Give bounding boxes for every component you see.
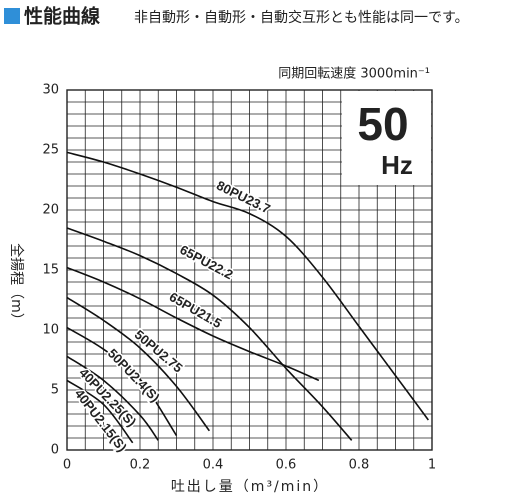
frequency-box bbox=[342, 91, 431, 185]
curve bbox=[66, 296, 210, 432]
y-tick-label: 0 bbox=[51, 443, 59, 458]
x-tick-label: 0.8 bbox=[349, 458, 370, 473]
y-tick-label: 30 bbox=[42, 83, 59, 98]
curve bbox=[66, 379, 134, 444]
curve bbox=[66, 326, 178, 437]
chart-title: 性能曲線 bbox=[24, 5, 100, 28]
x-tick-label: 0.4 bbox=[203, 458, 224, 473]
curve-label: 65PU22.2 bbox=[177, 242, 235, 282]
y-axis-label: 全揚程（m） bbox=[8, 243, 25, 327]
curve bbox=[66, 151, 429, 421]
y-tick-label: 5 bbox=[51, 383, 59, 398]
annotation: 同期回転速度 3000min⁻¹ bbox=[278, 66, 430, 82]
y-tick-label: 20 bbox=[42, 203, 59, 218]
x-tick-label: 1 bbox=[428, 458, 436, 473]
x-tick-label: 0.6 bbox=[276, 458, 297, 473]
curve bbox=[66, 355, 159, 441]
plot-frame bbox=[66, 89, 433, 451]
chart-subtitle: 非自動形・自動形・自動交互形とも性能は同一です。 bbox=[134, 9, 469, 26]
frequency-value: 50 bbox=[357, 98, 408, 150]
x-axis-label: 吐出し量（m³/min） bbox=[171, 479, 329, 495]
curve-label: 65PU21.5 bbox=[167, 289, 225, 331]
title-marker bbox=[4, 8, 20, 24]
y-tick-label: 10 bbox=[42, 323, 59, 338]
y-tick-label: 15 bbox=[42, 263, 59, 278]
x-tick-label: 0.2 bbox=[130, 458, 151, 473]
curve bbox=[66, 266, 320, 382]
y-tick-label: 25 bbox=[42, 143, 59, 158]
frequency-unit: Hz bbox=[381, 150, 413, 180]
x-tick-label: 0 bbox=[63, 458, 71, 473]
curve bbox=[66, 227, 353, 441]
